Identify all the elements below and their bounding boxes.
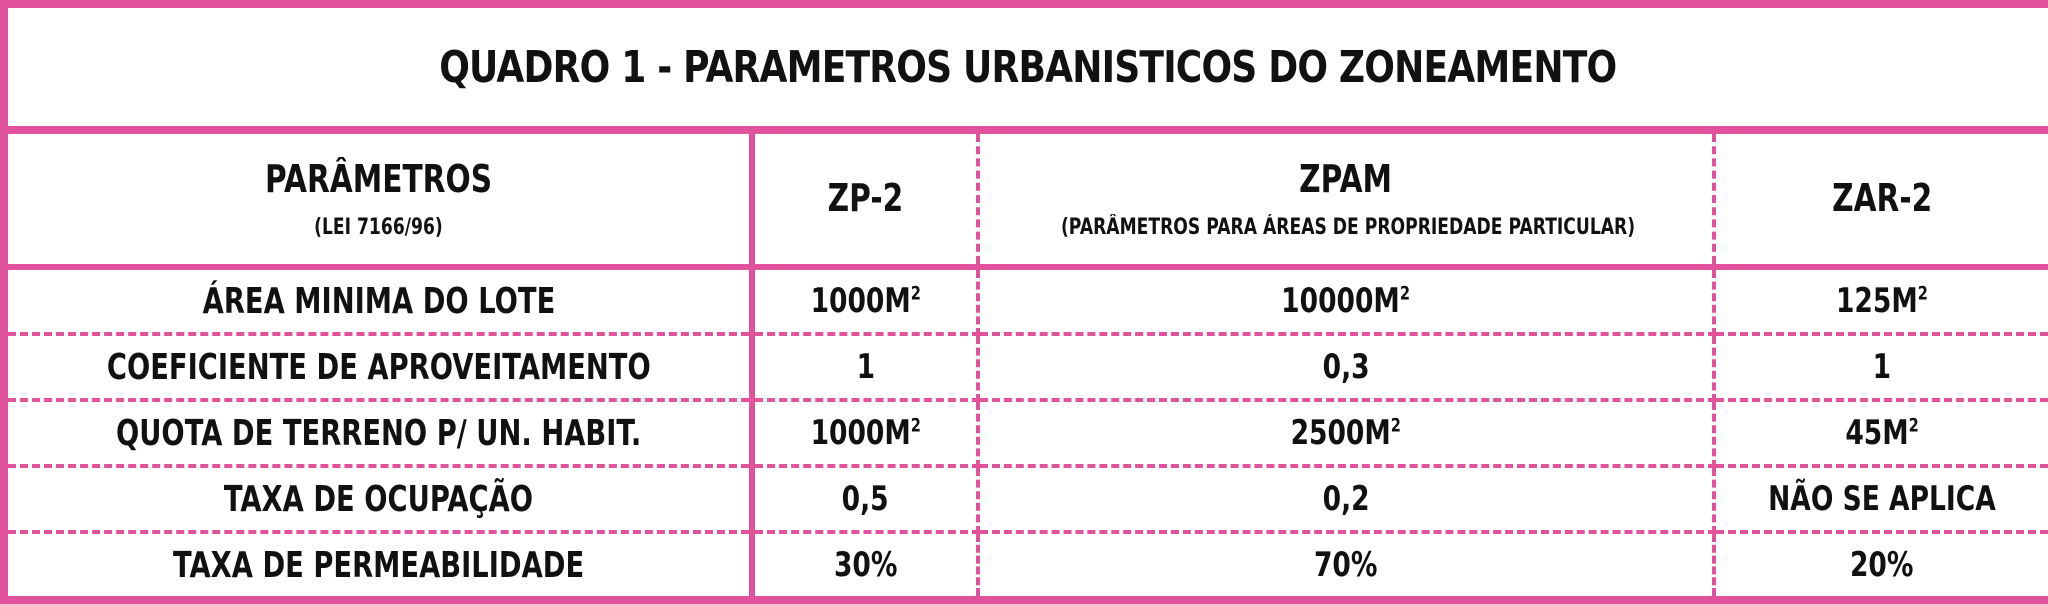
header-zar2: ZAR-2 bbox=[1714, 127, 2048, 270]
zp2-cell: 1 bbox=[752, 334, 980, 402]
zpam-superscript: 2 bbox=[1400, 283, 1411, 305]
zp2-value: 1 bbox=[856, 347, 875, 387]
header-zp2: ZP-2 bbox=[752, 127, 980, 270]
zp2-value: 1000M bbox=[810, 281, 911, 321]
header-zpam-sub: (PARÂMETROS PARA ÁREAS DE PROPRIEDADE PA… bbox=[1060, 215, 1636, 241]
zar2-cell: 20% bbox=[1714, 532, 2048, 604]
zpam-value: 0,3 bbox=[1322, 347, 1370, 387]
header-row: PARÂMETROS (LEI 7166/96) ZP-2 ZPAM (PARÂ… bbox=[0, 127, 2048, 270]
zpam-value: 10000M bbox=[1281, 281, 1401, 321]
zp2-cell: 1000M2 bbox=[752, 267, 980, 336]
table-row: QUOTA DE TERRENO P/ UN. HABIT. 1000M2 25… bbox=[0, 400, 2048, 468]
param-cell: ÁREA MINIMA DO LOTE bbox=[0, 267, 755, 336]
param-label: TAXA DE OCUPAÇÃO bbox=[223, 478, 534, 520]
table-row: TAXA DE PERMEABILIDADE 30% 70% 20% bbox=[0, 532, 2048, 604]
zp2-superscript: 2 bbox=[910, 415, 921, 437]
zar2-value: 1 bbox=[1872, 347, 1892, 387]
param-cell: COEFICIENTE DE APROVEITAMENTO bbox=[0, 334, 755, 402]
zpam-cell: 2500M2 bbox=[978, 400, 1716, 468]
header-zpam: ZPAM (PARÂMETROS PARA ÁREAS DE PROPRIEDA… bbox=[978, 127, 1716, 270]
zpam-cell: 70% bbox=[978, 532, 1716, 604]
zar2-cell: 125M2 bbox=[1714, 267, 2048, 336]
header-parametros-sub: (LEI 7166/96) bbox=[314, 215, 443, 241]
param-cell: TAXA DE PERMEABILIDADE bbox=[0, 532, 755, 604]
table-title-cell: QUADRO 1 - PARAMETROS URBANISTICOS DO ZO… bbox=[0, 0, 2048, 134]
table-row: COEFICIENTE DE APROVEITAMENTO 1 0,3 1 bbox=[0, 334, 2048, 402]
header-parametros: PARÂMETROS (LEI 7166/96) bbox=[0, 127, 755, 270]
zar2-value: 125M bbox=[1836, 281, 1918, 321]
zp2-cell: 0,5 bbox=[752, 466, 980, 534]
zp2-value: 0,5 bbox=[842, 479, 889, 519]
zar2-cell: NÃO SE APLICA bbox=[1714, 466, 2048, 534]
header-parametros-title: PARÂMETROS bbox=[264, 156, 493, 201]
table-row: TAXA DE OCUPAÇÃO 0,5 0,2 NÃO SE APLICA bbox=[0, 466, 2048, 534]
param-label: TAXA DE PERMEABILIDADE bbox=[172, 544, 585, 586]
zpam-cell: 0,3 bbox=[978, 334, 1716, 402]
table-title: QUADRO 1 - PARAMETROS URBANISTICOS DO ZO… bbox=[439, 41, 1617, 93]
zp2-value: 1000M bbox=[810, 413, 911, 453]
zpam-cell: 0,2 bbox=[978, 466, 1716, 534]
param-cell: QUOTA DE TERRENO P/ UN. HABIT. bbox=[0, 400, 755, 468]
zar2-superscript: 2 bbox=[1917, 283, 1928, 305]
zpam-value: 70% bbox=[1314, 545, 1378, 585]
zpam-cell: 10000M2 bbox=[978, 267, 1716, 336]
zpam-value: 2500M bbox=[1290, 413, 1392, 453]
param-label: ÁREA MINIMA DO LOTE bbox=[202, 280, 555, 322]
zar2-superscript: 2 bbox=[1908, 415, 1919, 437]
zp2-cell: 30% bbox=[752, 532, 980, 604]
table-row: ÁREA MINIMA DO LOTE 1000M2 10000M2 125M2 bbox=[0, 267, 2048, 336]
zp2-value: 30% bbox=[833, 545, 898, 585]
param-label: QUOTA DE TERRENO P/ UN. HABIT. bbox=[115, 412, 642, 454]
zar2-value: 20% bbox=[1850, 545, 1914, 585]
param-label: COEFICIENTE DE APROVEITAMENTO bbox=[106, 346, 651, 388]
zar2-cell: 1 bbox=[1714, 334, 2048, 402]
zpam-value: 0,2 bbox=[1322, 479, 1370, 519]
header-zp2-title: ZP-2 bbox=[827, 176, 904, 221]
header-zpam-title: ZPAM bbox=[1299, 156, 1393, 201]
zp2-cell: 1000M2 bbox=[752, 400, 980, 468]
zar2-value: 45M bbox=[1845, 413, 1909, 453]
zar2-value: NÃO SE APLICA bbox=[1768, 479, 1996, 519]
param-cell: TAXA DE OCUPAÇÃO bbox=[0, 466, 755, 534]
zar2-cell: 45M2 bbox=[1714, 400, 2048, 468]
zp2-superscript: 2 bbox=[910, 283, 921, 305]
zpam-superscript: 2 bbox=[1391, 415, 1402, 437]
header-zar2-title: ZAR-2 bbox=[1831, 176, 1933, 221]
